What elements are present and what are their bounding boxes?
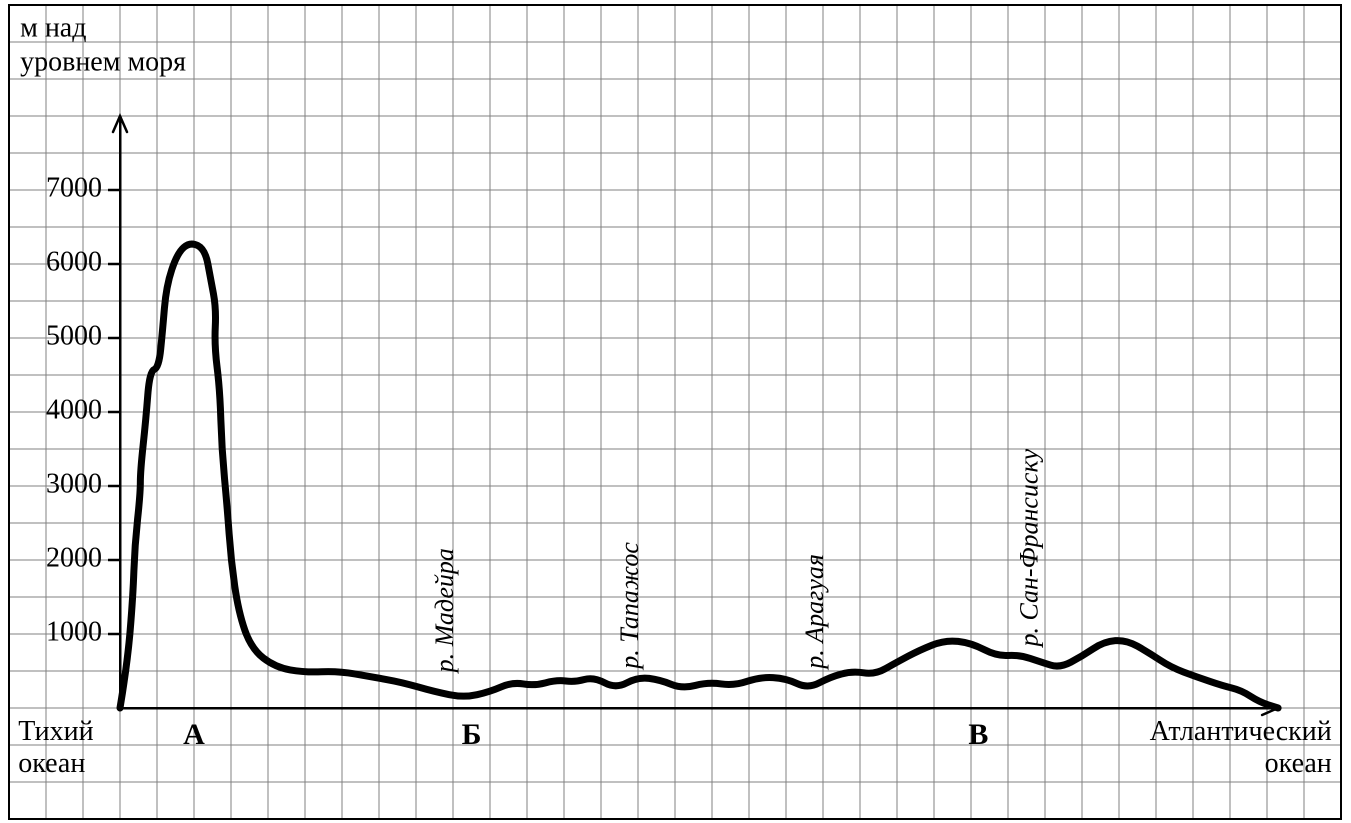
grid [9, 5, 1341, 819]
river-label: р. Мадейра [430, 548, 459, 674]
y-axis-title-line2: уровнем моря [20, 46, 186, 77]
river-label: р. Сан-Франсиску [1015, 448, 1044, 648]
y-tick-label: 4000 [46, 394, 102, 425]
x-left-label-line1: Тихий [18, 716, 93, 747]
y-tick-label: 7000 [46, 172, 102, 203]
x-left-label-line2: океан [18, 748, 85, 779]
river-label: р. Арагуая [800, 554, 829, 671]
elevation-profile-line [120, 244, 1278, 708]
y-tick-label: 3000 [46, 468, 102, 499]
y-axis-title-line1: м над [20, 12, 86, 43]
section-letter: Б [462, 718, 482, 751]
section-letter: В [968, 718, 988, 751]
y-tick-label: 6000 [46, 246, 102, 277]
x-right-label-line2: океан [1265, 748, 1332, 779]
x-right-label-line1: Атлантический [1150, 716, 1332, 747]
river-label: р. Тапажос [615, 542, 644, 671]
chart-svg: 1000 2000 3000 4000 5000 6000 7000 м надуровнем… [0, 0, 1351, 823]
section-letter: А [183, 718, 205, 751]
axes [113, 116, 1278, 715]
y-tick-label: 2000 [46, 542, 102, 573]
y-tick-label: 1000 [46, 616, 102, 647]
elevation-profile-chart: 1000 2000 3000 4000 5000 6000 7000 м надуровнем… [0, 0, 1351, 823]
y-tick-label: 5000 [46, 320, 102, 351]
